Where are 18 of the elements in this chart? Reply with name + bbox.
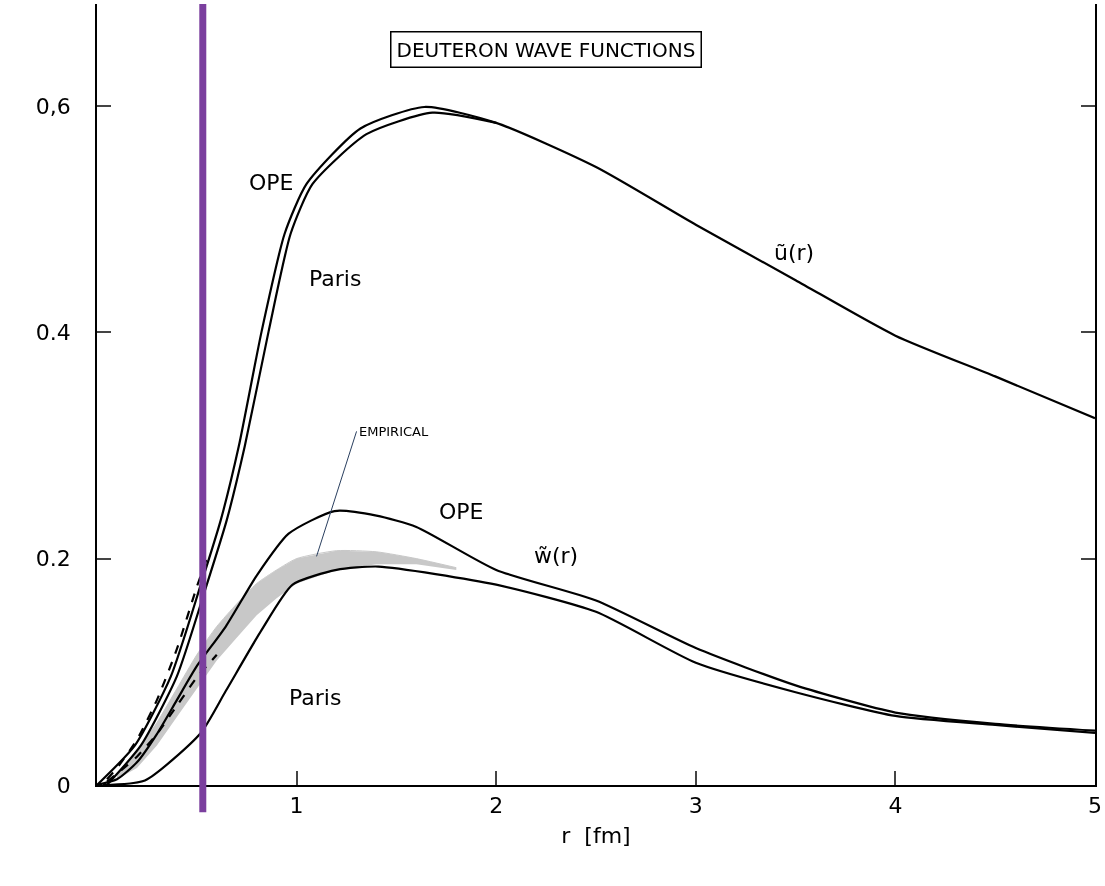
x-axis-title: r [fm] [561,822,631,848]
y-tick-label: 0.2 [35,546,71,572]
y-tick-label: 0,6 [35,93,71,119]
annotation: OPE [249,170,294,195]
annotation: OPE [439,499,484,524]
x-tick-label: 1 [289,793,304,819]
annotation: EMPIRICAL [359,424,429,439]
x-tick-label: 5 [1088,793,1102,819]
text: DEUTERON WAVE FUNCTIONS [396,37,696,62]
annotation: ũ(r) [774,240,815,265]
annotation: Paris [289,685,342,710]
y-tick-label: 0 [56,772,71,798]
x-tick-label: 4 [888,793,903,819]
annotation: Paris [309,266,362,291]
y-tick-label: 0.4 [35,319,71,345]
x-tick-label: 3 [688,793,703,819]
annotation: w̃(r) [534,543,579,568]
x-tick-label: 2 [489,793,504,819]
